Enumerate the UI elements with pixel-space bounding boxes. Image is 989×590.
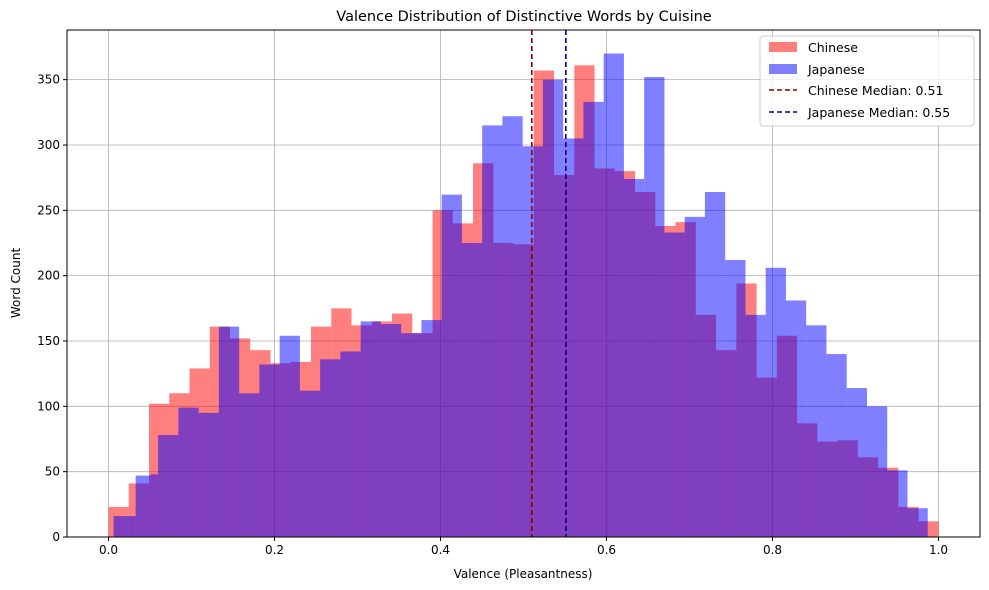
bar-japanese bbox=[806, 325, 827, 537]
y-tick-label: 350 bbox=[37, 73, 60, 87]
bar-japanese bbox=[826, 354, 847, 537]
bar-japanese bbox=[113, 516, 136, 537]
bar-japanese bbox=[135, 475, 151, 537]
y-tick-label: 150 bbox=[37, 334, 60, 348]
legend-label-japanese-median: Japanese Median: 0.55 bbox=[807, 105, 950, 120]
bar-japanese bbox=[704, 192, 726, 537]
chart-title: Valence Distribution of Distinctive Word… bbox=[336, 9, 712, 25]
plot-area-frame bbox=[66, 29, 981, 538]
x-axis-label: Valence (Pleasantness) bbox=[454, 567, 593, 581]
legend-label-chinese: Chinese bbox=[808, 40, 858, 55]
x-tick-label: 0.2 bbox=[265, 543, 284, 557]
legend-label-japanese: Japanese bbox=[807, 62, 865, 77]
bar-japanese bbox=[218, 326, 240, 537]
legend-swatch-japanese bbox=[769, 64, 797, 74]
y-tick-label: 50 bbox=[45, 465, 60, 479]
bar-japanese bbox=[542, 79, 564, 538]
bar-japanese bbox=[887, 470, 908, 537]
bar-japanese bbox=[299, 390, 321, 537]
y-tick-label: 0 bbox=[52, 530, 60, 544]
bar-japanese bbox=[785, 300, 807, 537]
bar-japanese bbox=[745, 314, 766, 537]
bar-japanese bbox=[320, 359, 341, 537]
bar-japanese bbox=[150, 474, 159, 537]
bar-japanese bbox=[664, 232, 685, 537]
median-lines bbox=[530, 30, 567, 537]
bar-japanese bbox=[684, 216, 705, 537]
y-tick-label: 200 bbox=[37, 269, 60, 283]
y-tick-label: 100 bbox=[37, 399, 60, 413]
y-tick-label: 250 bbox=[37, 203, 60, 217]
bar-japanese bbox=[259, 364, 280, 537]
x-tick-label: 0.4 bbox=[431, 543, 450, 557]
x-tick-label: 0.8 bbox=[763, 543, 782, 557]
bar-japanese bbox=[522, 146, 543, 537]
bar-japanese bbox=[765, 267, 786, 537]
bar-japanese bbox=[421, 320, 442, 537]
bar-japanese bbox=[340, 351, 361, 537]
bar-japanese bbox=[279, 335, 300, 537]
axis-ticks: 0.0 0.2 0.4 0.6 0.8 1.0 0 50 100 150 200 250 300 350 bbox=[37, 73, 948, 557]
legend: Chinese Japanese Chinese Median: 0.51 Ja… bbox=[759, 35, 975, 127]
bar-japanese bbox=[158, 435, 179, 537]
bar-japanese bbox=[178, 407, 199, 537]
y-tick-label: 300 bbox=[37, 138, 60, 152]
bar-japanese bbox=[502, 116, 523, 537]
bar-japanese bbox=[603, 53, 624, 537]
bar-japanese bbox=[583, 101, 604, 537]
legend-label-chinese-median: Chinese Median: 0.51 bbox=[808, 83, 943, 98]
bar-japanese bbox=[907, 508, 928, 537]
bar-japanese bbox=[623, 178, 645, 537]
bar-japanese bbox=[846, 388, 867, 537]
bar-japanese bbox=[644, 77, 665, 538]
y-axis-label: Word Count bbox=[9, 248, 23, 319]
bar-japanese bbox=[461, 242, 483, 538]
x-tick-label: 1.0 bbox=[929, 543, 948, 557]
bar-japanese bbox=[866, 406, 888, 537]
bar-japanese bbox=[563, 138, 584, 538]
x-tick-label: 0.0 bbox=[99, 543, 118, 557]
bar-japanese bbox=[239, 393, 260, 537]
x-tick-label: 0.6 bbox=[597, 543, 616, 557]
legend-box bbox=[759, 35, 975, 127]
bar-japanese bbox=[401, 333, 422, 537]
bar-japanese bbox=[380, 324, 402, 537]
legend-swatch-chinese bbox=[769, 42, 797, 52]
bar-japanese bbox=[482, 125, 503, 538]
histogram-bars bbox=[108, 53, 939, 538]
bar-japanese bbox=[441, 194, 462, 537]
bar-japanese bbox=[725, 259, 746, 537]
bar-japanese bbox=[360, 321, 381, 537]
bar-japanese bbox=[198, 412, 219, 537]
